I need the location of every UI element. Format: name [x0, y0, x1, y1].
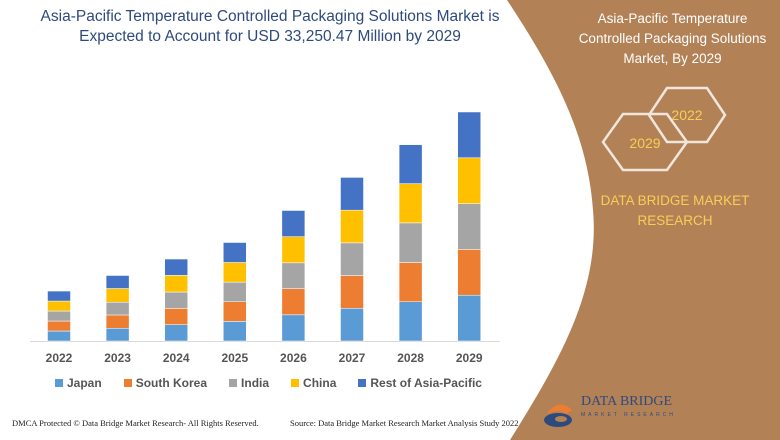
legend-swatch — [55, 379, 63, 387]
bar-2024-india — [164, 291, 188, 309]
bar-2029-india — [457, 203, 481, 250]
legend-item: Rest of Asia-Pacific — [358, 376, 482, 390]
legend-item: India — [229, 376, 269, 390]
bar-2022-japan — [47, 330, 71, 342]
bar-2028-india — [398, 222, 423, 263]
bar-2027-india — [340, 242, 364, 276]
bar-2024-rest-of-asia-pacific — [164, 258, 188, 276]
bar-2024-south-korea — [164, 308, 188, 325]
legend-swatch — [291, 379, 300, 387]
logo-text: DATA BRIDGE — [581, 394, 673, 409]
bar-2022-india — [47, 310, 71, 322]
bar-2023-china — [105, 288, 130, 303]
legend-item: South Korea — [123, 376, 208, 390]
chart-legend: Japan South Korea India China Rest of Asia-P… — [55, 376, 504, 390]
bar-2027-south-korea — [340, 275, 364, 309]
brand-name: DATA BRIDGE MARKET RESEARCH — [600, 193, 750, 228]
bar-2026-india — [281, 262, 306, 289]
bar-2029-china — [457, 157, 481, 204]
x-tick-label: 2022 — [46, 351, 73, 365]
bar-2028-china — [398, 183, 423, 224]
logo-subtext: MARKET RESEARCH — [581, 412, 676, 418]
legend-label: India — [241, 376, 270, 390]
bar-2022-rest-of-asia-pacific — [47, 290, 71, 302]
legend-label: Japan — [67, 376, 102, 390]
footer-copyright: DMCA Protected © Data Bridge Market Rese… — [12, 418, 259, 428]
bar-2023-japan — [105, 328, 130, 342]
bar-2023-india — [105, 301, 130, 316]
footer-source: Source: Data Bridge Market Research Mark… — [290, 418, 519, 428]
x-tick-label: 2029 — [456, 351, 483, 365]
bar-2029-south-korea — [457, 249, 481, 296]
hex-badge-2029 — [601, 112, 689, 172]
x-tick-label: 2028 — [397, 351, 424, 365]
bar-2026-south-korea — [281, 288, 306, 316]
bar-2026-japan — [281, 314, 306, 342]
stacked-bar-chart: 2022 2023 2024 2025 2026 2027 2028 2029 — [30, 111, 500, 365]
bar-2027-japan — [340, 308, 364, 342]
bar-2025-china — [223, 262, 247, 283]
bar-2025-india — [223, 281, 247, 302]
bar-2028-japan — [398, 301, 423, 342]
side-panel-shape — [507, 0, 780, 440]
bar-2029-rest-of-asia-pacific — [457, 111, 481, 159]
bar-2025-japan — [223, 321, 247, 342]
x-tick-label: 2027 — [339, 351, 366, 365]
bar-2026-china — [281, 236, 306, 264]
bar-2023-rest-of-asia-pacific — [105, 275, 130, 289]
legend-swatch — [123, 379, 132, 387]
bar-2025-rest-of-asia-pacific — [223, 242, 247, 263]
legend-item: Japan — [55, 376, 102, 390]
legend-swatch — [358, 379, 367, 387]
hex-label-2029: 2029 — [629, 135, 660, 151]
side-panel-title: Asia-Pacific Temperature Controlled Pack… — [578, 11, 767, 66]
bar-2026-rest-of-asia-pacific — [281, 210, 306, 237]
x-tick-label: 2023 — [104, 351, 131, 365]
legend-label: South Korea — [135, 376, 208, 390]
bar-2028-rest-of-asia-pacific — [398, 144, 423, 184]
bar-2027-china — [340, 209, 364, 244]
bar-2029-japan — [457, 294, 481, 342]
bar-2028-south-korea — [398, 262, 423, 302]
legend-label: China — [303, 376, 337, 390]
legend-item: China — [291, 376, 336, 390]
legend-swatch — [229, 379, 238, 387]
bar-2025-south-korea — [223, 301, 247, 322]
bar-2022-china — [47, 300, 71, 312]
page-title: Asia-Pacific Temperature Controlled Pack… — [40, 8, 500, 45]
bar-2023-south-korea — [105, 314, 130, 329]
x-tick-label: 2024 — [163, 351, 190, 365]
bar-2024-china — [164, 275, 188, 293]
x-tick-label: 2026 — [280, 351, 307, 365]
bar-2027-rest-of-asia-pacific — [340, 177, 364, 211]
hex-label-2022: 2022 — [671, 107, 702, 123]
logo-icon — [544, 392, 572, 427]
bar-2024-japan — [164, 324, 188, 342]
legend-label: Rest of Asia-Pacific — [370, 376, 482, 390]
bar-2022-south-korea — [47, 320, 71, 332]
x-tick-label: 2025 — [221, 351, 248, 365]
